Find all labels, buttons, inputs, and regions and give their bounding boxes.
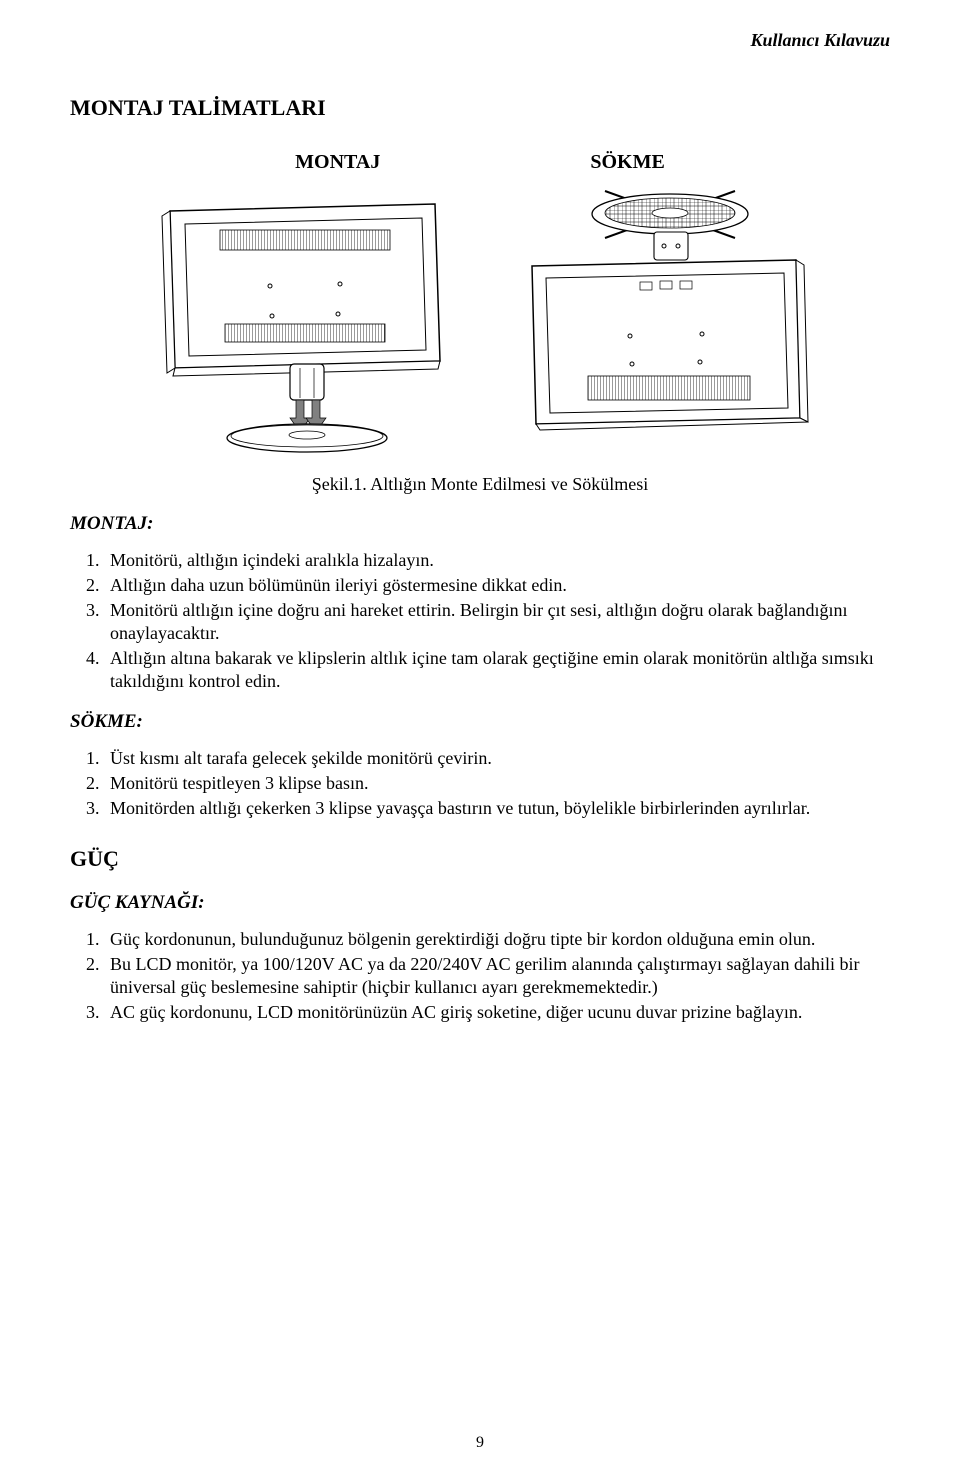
diagram-montaj bbox=[150, 186, 450, 456]
main-title: MONTAJ TALİMATLARI bbox=[70, 95, 890, 121]
diagram-label-row: MONTAJ SÖKME bbox=[70, 151, 890, 174]
montaj-subhead: MONTAJ: bbox=[70, 513, 890, 535]
label-montaj: MONTAJ bbox=[295, 151, 380, 174]
header-title: Kullanıcı Kılavuzu bbox=[750, 30, 890, 51]
list-item: Monitörden altlığı çekerken 3 klipse yav… bbox=[104, 797, 890, 820]
guc-subhead: GÜÇ KAYNAĞI: bbox=[70, 892, 890, 914]
figure-caption: Şekil.1. Altlığın Monte Edilmesi ve Sökü… bbox=[70, 474, 890, 495]
page-number: 9 bbox=[0, 1434, 960, 1452]
list-item: Altlığın altına bakarak ve klipslerin al… bbox=[104, 647, 890, 693]
list-item: Üst kısmı alt tarafa gelecek şekilde mon… bbox=[104, 747, 890, 770]
list-item: Güç kordonunun, bulunduğunuz bölgenin ge… bbox=[104, 928, 890, 951]
label-sokme: SÖKME bbox=[590, 151, 664, 174]
guc-list: Güç kordonunun, bulunduğunuz bölgenin ge… bbox=[70, 928, 890, 1024]
sokme-subhead: SÖKME: bbox=[70, 711, 890, 733]
list-item: Monitörü, altlığın içindeki aralıkla hiz… bbox=[104, 549, 890, 572]
list-item: Bu LCD monitör, ya 100/120V AC ya da 220… bbox=[104, 953, 890, 999]
list-item: Altlığın daha uzun bölümünün ileriyi gös… bbox=[104, 574, 890, 597]
list-item: Monitörü tespitleyen 3 klipse basın. bbox=[104, 772, 890, 795]
list-item: AC güç kordonunu, LCD monitörünüzün AC g… bbox=[104, 1001, 890, 1024]
list-item: Monitörü altlığın içine doğru ani hareke… bbox=[104, 599, 890, 645]
guc-title: GÜÇ bbox=[70, 846, 890, 872]
sokme-list: Üst kısmı alt tarafa gelecek şekilde mon… bbox=[70, 747, 890, 820]
diagram-row bbox=[70, 186, 890, 456]
montaj-list: Monitörü, altlığın içindeki aralıkla hiz… bbox=[70, 549, 890, 693]
diagram-sokme bbox=[510, 186, 810, 456]
